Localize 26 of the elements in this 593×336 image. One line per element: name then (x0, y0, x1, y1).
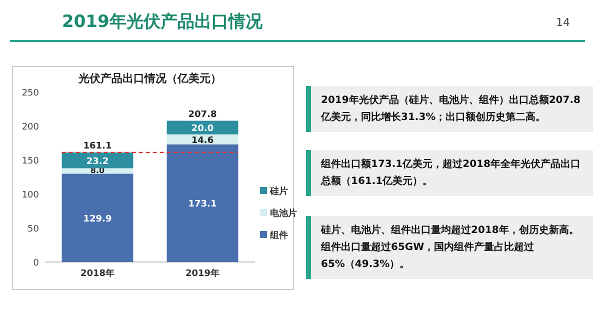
legend-label: 硅片 (269, 186, 288, 197)
data-label: 129.9 (83, 214, 112, 224)
bar (62, 174, 134, 262)
text: 2019年光伏产品（硅片、电池片、组件）出口总额207.8亿美元，同比增长31.3%；出口额创历史第二高。 (306, 86, 593, 132)
y-tick-label: 0 (33, 258, 40, 268)
text: 硅片、电池片、组件出口量均超过2018年，创历史新高。组件出口量超过65GW，国内组件产量占比超过65%（49.3%）。 (306, 216, 593, 279)
x-tick-label: 2019年 (185, 268, 220, 279)
total-label: 161.1 (83, 141, 112, 152)
data-label: 14.6 (191, 136, 214, 146)
y-tick-label: 200 (22, 122, 40, 132)
text: 2019年光伏产品出口情况 (62, 11, 262, 33)
y-tick-label: 150 (22, 156, 40, 166)
y-tick-label: 50 (28, 224, 40, 234)
total-label: 207.8 (188, 110, 217, 120)
data-label: 23.2 (86, 156, 109, 167)
bar (166, 144, 238, 262)
text: 14 (556, 16, 570, 29)
legend-label: 组件 (269, 230, 288, 241)
legend-label: 电池片 (270, 208, 297, 219)
y-tick-label: 100 (22, 190, 40, 200)
chart-title: 光伏产品出口情况（亿美元） (78, 72, 222, 85)
data-label: 20.0 (191, 124, 214, 134)
text: 组件出口额173.1亿美元，超过2018年全年光伏产品出口总额（161.1亿美元）。 (306, 150, 593, 196)
x-tick-label: 2018年 (80, 268, 115, 279)
y-tick-label: 250 (22, 88, 40, 98)
data-label: 173.1 (188, 200, 217, 210)
